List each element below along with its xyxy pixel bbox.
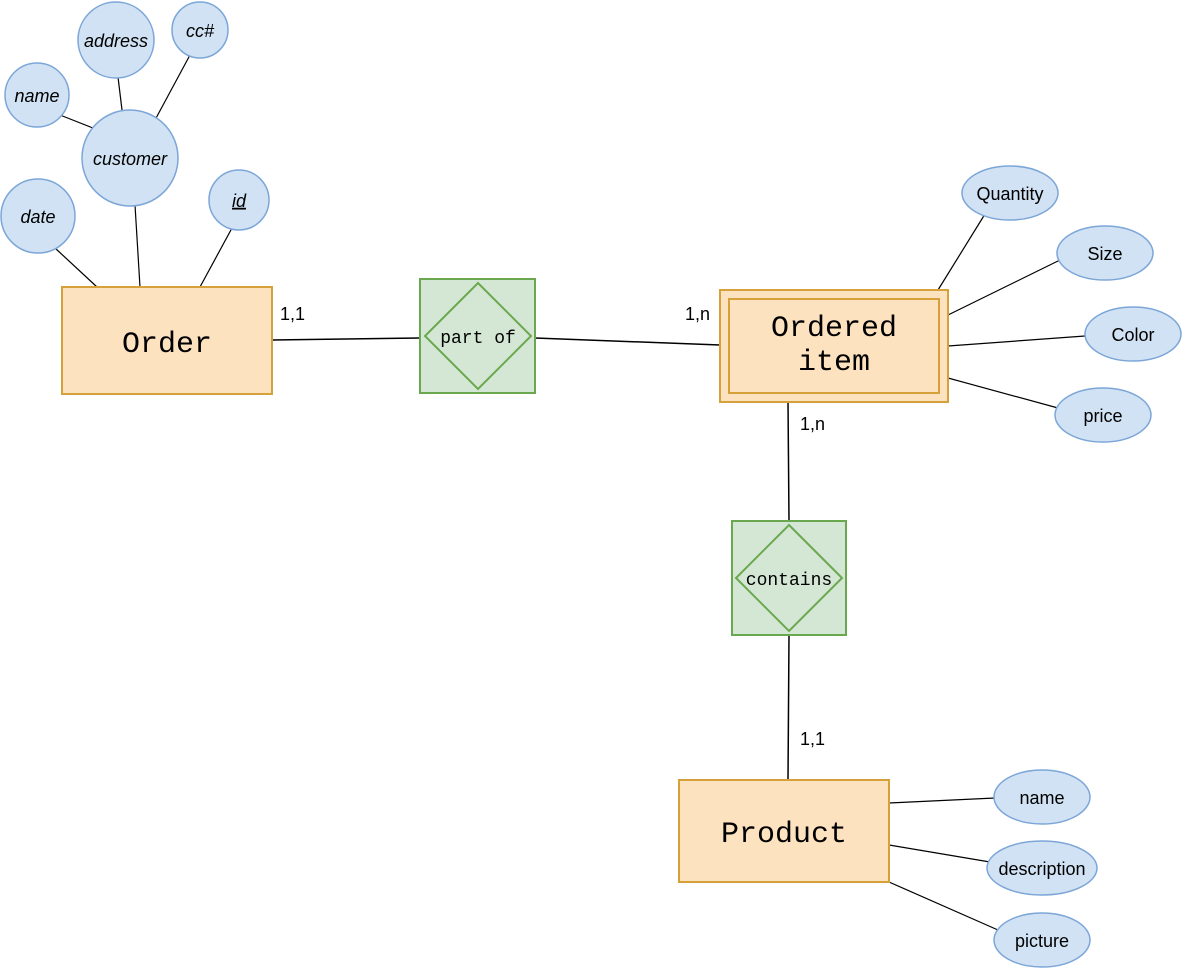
attr-ordereditem-price: price bbox=[1055, 388, 1151, 442]
attr-customer-address: address bbox=[78, 2, 154, 78]
attr-order-id: id bbox=[209, 170, 269, 230]
attr-product-name-label: name bbox=[1019, 788, 1064, 808]
attr-ordereditem-size-label: Size bbox=[1087, 244, 1122, 264]
cardinality-order-partof: 1,1 bbox=[280, 304, 305, 324]
attr-ordereditem-price-label: price bbox=[1083, 406, 1122, 426]
attr-order-date: date bbox=[1, 179, 75, 253]
connector-product-name bbox=[889, 798, 995, 803]
entity-product-label: Product bbox=[721, 818, 847, 852]
attr-product-description: description bbox=[987, 841, 1097, 895]
attr-product-picture: picture bbox=[994, 913, 1090, 967]
entity-ordered-item-label-2: item bbox=[798, 346, 870, 380]
connector-customer-cc bbox=[155, 55, 190, 120]
attr-ordereditem-quantity: Quantity bbox=[962, 166, 1058, 220]
entity-ordered-item-label-1: Ordered bbox=[771, 312, 897, 346]
attr-customer-address-label: address bbox=[84, 31, 148, 51]
attr-order-customer-label: customer bbox=[93, 149, 168, 169]
connector-product-picture bbox=[889, 882, 998, 930]
cardinality-product-contains: 1,1 bbox=[800, 729, 825, 749]
connector-ordereditem-size bbox=[948, 260, 1060, 315]
attr-order-date-label: date bbox=[20, 207, 55, 227]
relationship-part-of-label: part of bbox=[440, 329, 516, 349]
cardinality-ordereditem-partof: 1,n bbox=[685, 304, 710, 324]
attr-connectors bbox=[55, 55, 1085, 930]
attr-customer-name: name bbox=[5, 63, 69, 127]
attr-customer-cc: cc# bbox=[172, 2, 228, 58]
connector-order-id bbox=[200, 228, 232, 287]
edge-order-partof bbox=[272, 338, 420, 340]
connector-ordereditem-color bbox=[948, 336, 1085, 346]
attr-product-name: name bbox=[994, 770, 1090, 824]
er-diagram-canvas: Order Ordered item Product part of conta… bbox=[0, 0, 1200, 976]
attr-ordereditem-color-label: Color bbox=[1111, 325, 1154, 345]
edge-ordereditem-contains bbox=[788, 402, 789, 521]
connector-product-description bbox=[889, 845, 990, 862]
entity-product: Product bbox=[679, 780, 889, 882]
attr-product-description-label: description bbox=[998, 859, 1085, 879]
connector-customer-address bbox=[118, 77, 122, 110]
relationship-contains: contains bbox=[732, 521, 846, 635]
connector-order-date bbox=[55, 248, 97, 287]
attr-customer-cc-label: cc# bbox=[186, 21, 215, 41]
connector-order-customer bbox=[135, 205, 140, 287]
attr-ordereditem-size: Size bbox=[1057, 226, 1153, 280]
attr-order-customer: customer bbox=[82, 110, 178, 206]
attr-ordereditem-color: Color bbox=[1085, 307, 1181, 361]
edge-product-contains bbox=[788, 635, 789, 780]
attr-product-picture-label: picture bbox=[1015, 931, 1069, 951]
relationship-contains-label: contains bbox=[746, 571, 832, 591]
attr-order-id-label: id bbox=[232, 191, 247, 211]
entity-order: Order bbox=[62, 287, 272, 394]
attr-ordereditem-quantity-label: Quantity bbox=[976, 184, 1043, 204]
entity-ordered-item: Ordered item bbox=[720, 290, 948, 402]
connector-ordereditem-quantity bbox=[938, 214, 985, 290]
attr-customer-name-label: name bbox=[14, 86, 59, 106]
relationship-part-of: part of bbox=[420, 279, 535, 393]
edge-ordereditem-partof bbox=[535, 338, 720, 345]
connector-customer-name bbox=[60, 115, 93, 128]
edges bbox=[272, 338, 789, 780]
entity-order-label: Order bbox=[122, 328, 212, 362]
connector-ordereditem-price bbox=[948, 378, 1058, 408]
cardinality-ordereditem-contains: 1,n bbox=[800, 414, 825, 434]
